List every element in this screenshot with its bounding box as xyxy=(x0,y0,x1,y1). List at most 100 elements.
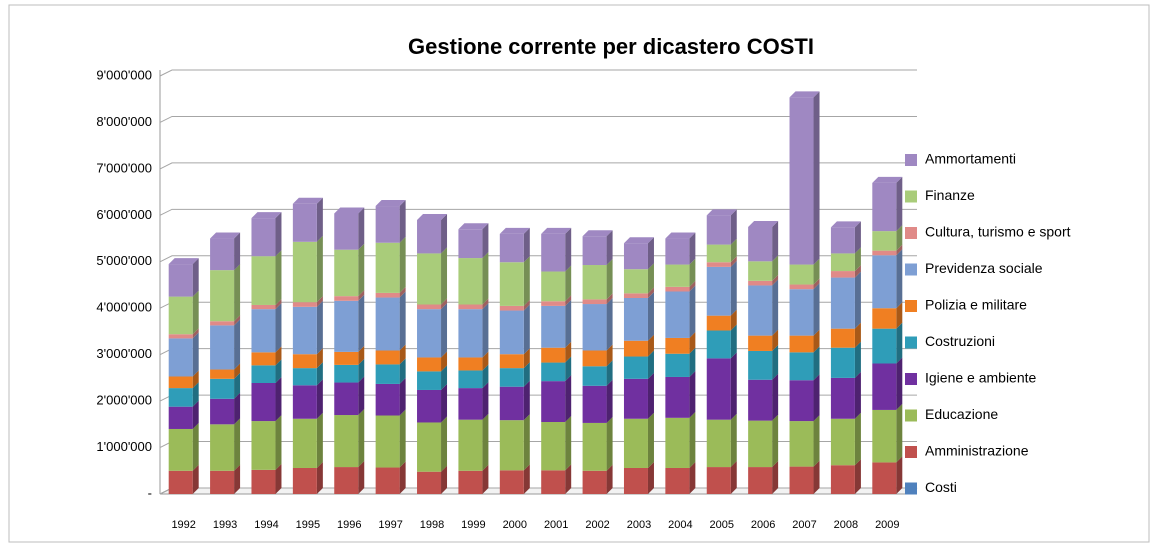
bar-side xyxy=(730,413,737,468)
bar-segment xyxy=(292,302,317,307)
bar-segment xyxy=(168,334,193,339)
bar-side xyxy=(358,376,365,416)
bar-side xyxy=(854,341,861,378)
bar-segment xyxy=(789,380,814,422)
bar-side xyxy=(441,365,448,390)
bar-segment xyxy=(665,417,690,468)
bar-segment xyxy=(623,298,648,341)
bar-segment xyxy=(706,244,731,263)
bar-side xyxy=(482,364,489,389)
bar-side xyxy=(275,376,282,422)
bar-side xyxy=(772,461,779,494)
bar-side xyxy=(772,373,779,421)
bar-side xyxy=(896,249,903,309)
bar-segment xyxy=(706,419,731,468)
bar-side xyxy=(399,200,406,243)
bar-segment xyxy=(665,353,690,377)
bar-side xyxy=(482,464,489,494)
bar-segment xyxy=(623,340,648,357)
bar-segment xyxy=(499,233,524,263)
bar-side xyxy=(441,247,448,305)
bar-top xyxy=(665,232,696,239)
bar-segment xyxy=(789,289,814,336)
bar-side xyxy=(192,370,199,389)
bar-side xyxy=(316,235,323,303)
bar-segment xyxy=(665,376,690,418)
bar-segment xyxy=(830,271,855,278)
bar-side xyxy=(358,207,365,250)
bar-segment xyxy=(830,465,855,494)
bar-side xyxy=(647,372,654,419)
bar-segment xyxy=(210,378,235,399)
bar-segment xyxy=(623,467,648,494)
bar-segment xyxy=(417,304,442,310)
bar-side xyxy=(399,291,406,351)
bar-segment xyxy=(872,255,897,309)
bar-side xyxy=(896,244,903,256)
bar-segment xyxy=(582,299,607,305)
bar-segment xyxy=(830,418,855,466)
bar-segment xyxy=(830,328,855,348)
bar-segment xyxy=(334,382,359,416)
bar-side xyxy=(730,256,737,267)
bar-segment xyxy=(748,335,773,351)
bar-side xyxy=(192,382,199,407)
bar-segment xyxy=(168,296,193,335)
bar-side xyxy=(689,285,696,338)
bar-segment xyxy=(789,466,814,494)
bar-side xyxy=(606,298,613,351)
bar-side xyxy=(316,412,323,468)
bar-side xyxy=(358,345,365,365)
bar-top xyxy=(623,237,654,244)
bar-segment xyxy=(458,419,483,471)
grid-line xyxy=(159,69,917,77)
bar-side xyxy=(854,322,861,348)
bar-side xyxy=(316,461,323,494)
x-tick-label: 1994 xyxy=(254,519,278,531)
bar-side xyxy=(606,360,613,386)
legend-label: Costi xyxy=(925,479,957,495)
bar-segment xyxy=(458,370,483,389)
legend-swatch xyxy=(905,227,917,239)
bar-segment xyxy=(251,421,276,470)
bar-side xyxy=(813,415,820,467)
bar-side xyxy=(275,415,282,470)
bar-segment xyxy=(210,470,235,494)
bar-segment xyxy=(789,352,814,381)
bar-segment xyxy=(251,382,276,422)
bar-segment xyxy=(168,428,193,471)
bar-segment xyxy=(623,378,648,419)
bar-segment xyxy=(251,352,276,366)
bar-side xyxy=(399,236,406,293)
bar-segment xyxy=(706,266,731,316)
bar-segment xyxy=(582,236,607,266)
bar-segment xyxy=(541,271,566,302)
bar-segment xyxy=(541,470,566,494)
bar-side xyxy=(606,464,613,494)
bar-segment xyxy=(872,182,897,232)
bar-segment xyxy=(417,357,442,372)
bar-side xyxy=(896,456,903,494)
bar-segment xyxy=(872,250,897,256)
legend-swatch xyxy=(905,190,917,203)
bar-side xyxy=(606,416,613,471)
bar-segment xyxy=(872,308,897,329)
bar-segment xyxy=(375,350,400,365)
bar-side xyxy=(399,461,406,494)
bar-side xyxy=(730,324,737,359)
bar-side xyxy=(441,303,448,358)
bar-side xyxy=(565,295,572,306)
legend-label: Amministrazione xyxy=(925,443,1029,459)
bar-segment xyxy=(748,350,773,380)
bar-side xyxy=(730,352,737,420)
bar-side xyxy=(896,225,903,251)
bar-segment xyxy=(872,462,897,494)
bar-side xyxy=(896,403,903,463)
bar-side xyxy=(482,382,489,420)
bar-segment xyxy=(789,284,814,290)
bar-side xyxy=(482,252,489,305)
bar-segment xyxy=(748,420,773,468)
bar-segment xyxy=(789,335,814,353)
bar-side xyxy=(399,409,406,468)
bar-side xyxy=(192,290,199,335)
